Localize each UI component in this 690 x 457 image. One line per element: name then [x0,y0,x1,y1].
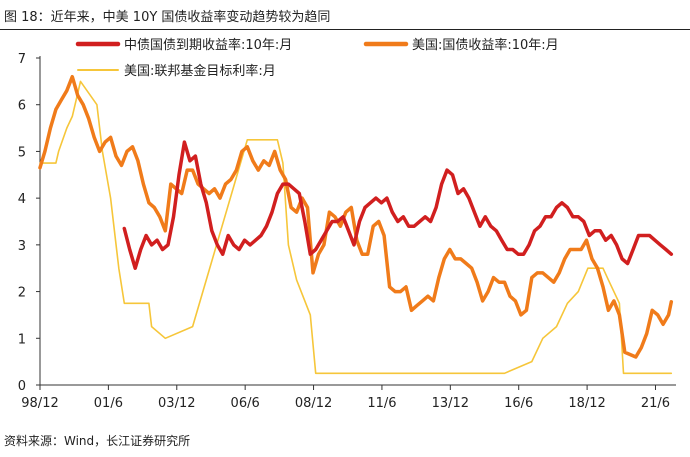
legend: 中债国债到期收益率:10年:月 美国:国债收益率:10年:月美国:联邦基金目标利率… [75,37,559,79]
y-tick-label: 4 [18,192,26,207]
x-tick-label: 18/12 [568,396,605,411]
x-tick-label: 98/12 [21,396,58,411]
x-tick-label: 21/6 [641,396,670,411]
x-tick-label: 16/6 [504,396,533,411]
axes: 0 1 2 3 4 5 6 7 98/12 01/6 03/12 06/6 08/12 11/6 13/12… [18,52,676,411]
series-line-0 [122,140,674,270]
series-lines [38,74,674,375]
legend-label-0: 中债国债到期收益率:10年:月 [124,37,292,53]
x-tick-label: 03/12 [158,396,195,411]
x-tick-label: 11/6 [367,396,396,411]
x-tick-label: 06/6 [231,396,260,411]
y-tick-label: 3 [18,239,26,254]
legend-label-1: 美国:国债收益率:10年:月 [412,37,559,53]
y-tick-label: 5 [18,145,26,160]
source-note: 资料来源：Wind，长江证券研究所 [4,434,191,448]
x-tick-label: 01/6 [94,396,123,411]
y-tick-label: 2 [18,286,26,301]
x-tick-label: 13/12 [432,396,469,411]
y-tick-label: 6 [18,99,26,114]
y-tick-label: 0 [18,379,26,394]
y-tick-label: 7 [18,52,26,67]
title-bar: 图 18：近年来，中美 10Y 国债收益率变动趋势较为趋同 [0,0,690,30]
legend-label-2: 美国:联邦基金目标利率:月 [124,63,276,79]
chart-title: 图 18：近年来，中美 10Y 国债收益率变动趋势较为趋同 [4,10,331,25]
y-tick-label: 1 [18,332,26,347]
series-line-2 [39,80,673,375]
x-tick-label: 08/12 [295,396,332,411]
